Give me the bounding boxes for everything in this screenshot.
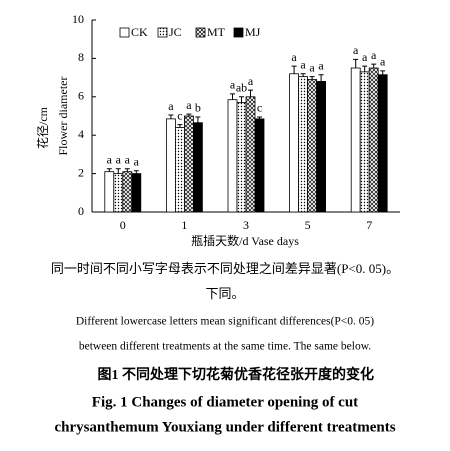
bar — [289, 73, 300, 213]
bar — [307, 79, 318, 213]
significance-letter: a — [380, 55, 386, 69]
bar — [174, 127, 185, 213]
legend-label: JC — [169, 25, 182, 39]
error-bar — [230, 93, 235, 100]
error-bar — [257, 116, 262, 119]
x-tick-label: 0 — [120, 218, 126, 232]
x-tick-label: 3 — [243, 218, 249, 232]
significance-letter: b — [195, 101, 201, 115]
significance-letter: a — [230, 78, 236, 92]
note: 同一时间不同小写字母表示不同处理之间差异显著(P<0. 05)。 — [51, 261, 399, 276]
error-bar — [371, 63, 377, 68]
x-tick-label: 1 — [181, 218, 187, 232]
figure-label: 图1 — [98, 367, 119, 383]
legend-swatch — [119, 27, 130, 38]
error-bar — [300, 73, 306, 77]
legend-swatch — [195, 27, 206, 38]
significance-letter: a — [309, 60, 315, 74]
bar — [113, 173, 124, 213]
bar — [122, 171, 133, 213]
error-bar — [362, 65, 368, 72]
error-bar — [115, 168, 121, 174]
error-bar — [186, 113, 192, 116]
legend-swatch — [233, 27, 244, 38]
bar — [183, 115, 194, 213]
significance-letter: a — [134, 154, 140, 168]
bar — [165, 118, 176, 213]
error-bar — [195, 116, 201, 123]
bar — [131, 173, 142, 213]
significance-letter: a — [291, 50, 297, 64]
note: 下同。 — [205, 286, 244, 301]
x-tick-label: 5 — [305, 218, 311, 232]
bar — [236, 102, 247, 213]
error-bar — [133, 170, 139, 174]
bar — [104, 171, 115, 213]
y-tick-label: 6 — [78, 89, 84, 103]
y-tick-label: 10 — [72, 12, 84, 26]
y-tick-label: 0 — [78, 204, 84, 218]
x-label: 瓶插天数/d Vase days — [191, 233, 299, 248]
bar — [245, 96, 256, 213]
significance-letter: a — [353, 43, 359, 57]
significance-letter: a — [168, 99, 174, 113]
bar — [227, 99, 238, 213]
error-bar — [168, 114, 174, 119]
significance-letter: a — [107, 153, 113, 167]
significance-letter: ab — [236, 81, 247, 95]
error-bar — [380, 70, 386, 75]
bar — [377, 74, 388, 213]
significance-letter: a — [125, 153, 131, 167]
y-tick-label: 2 — [78, 165, 84, 179]
figure-title: 不同处理下切花菊优香花径张开度的变化 — [122, 366, 374, 383]
significance-letter: a — [248, 74, 254, 88]
y-tick-label: 8 — [78, 50, 84, 64]
bar — [192, 122, 203, 213]
legend-label: MT — [207, 25, 226, 39]
x-tick-label: 7 — [366, 218, 372, 232]
significance-letter: a — [318, 58, 324, 72]
error-bar — [239, 96, 244, 103]
error-bar — [106, 168, 112, 172]
significance-letter: a — [362, 50, 368, 64]
error-bar — [248, 89, 253, 97]
significance-letter: a — [300, 58, 306, 72]
y-tick-label: 4 — [78, 127, 84, 141]
significance-letter: c — [177, 108, 182, 122]
significance-letter: a — [371, 48, 377, 62]
legend-swatch — [157, 27, 168, 38]
figure-title-en: Fig. 1 Changes of diameter opening of cu… — [92, 394, 358, 410]
bar — [368, 67, 379, 213]
bar — [254, 118, 265, 213]
figure-title-en: chrysanthemum Youxiang under different t… — [54, 419, 395, 435]
error-bar — [318, 74, 324, 82]
legend-label: MJ — [245, 25, 261, 39]
y-label-en: Flower diameter — [56, 77, 70, 156]
significance-letter: a — [116, 153, 122, 167]
legend-label: CK — [131, 25, 148, 39]
error-bar — [177, 124, 183, 128]
bar — [359, 71, 370, 213]
significance-letter: a — [186, 98, 192, 112]
bar — [298, 76, 309, 213]
bar — [316, 81, 327, 213]
bar — [350, 67, 361, 213]
error-bar — [309, 76, 315, 80]
note: Different lowercase letters mean signifi… — [76, 316, 374, 328]
significance-letter: c — [257, 101, 262, 115]
error-bar — [124, 168, 130, 172]
y-label-cn: 花径/cm — [35, 106, 50, 149]
error-bar — [291, 65, 297, 74]
note: between different treatments at the same… — [79, 341, 371, 353]
error-bar — [353, 58, 359, 68]
